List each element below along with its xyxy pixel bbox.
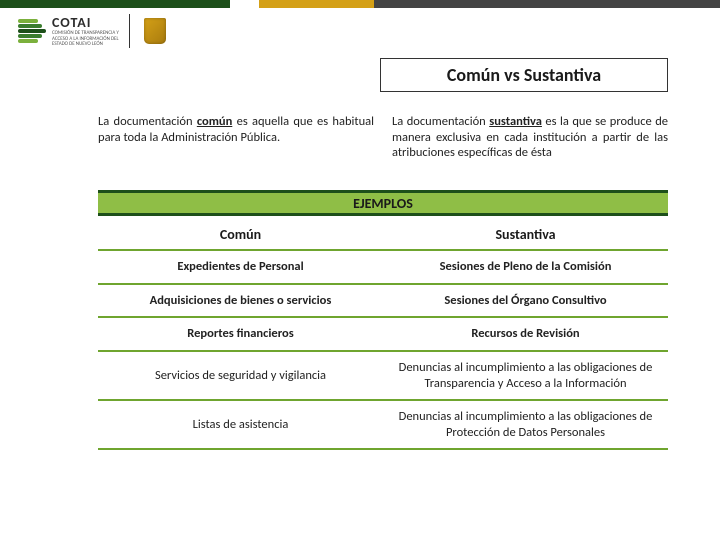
table-header-sustantiva: Sustantiva [383, 220, 668, 251]
def-comun-pre: La documentación [98, 114, 197, 129]
table-cell-left: Reportes financieros [98, 318, 383, 352]
table-cell-right: Denuncias al incumplimiento a las obliga… [383, 401, 668, 450]
examples-table: Común Sustantiva Expedientes de Personal… [98, 220, 668, 450]
band-green [0, 0, 230, 8]
table-cell-right: Sesiones del Órgano Consultivo [383, 285, 668, 319]
table-cell-left: Listas de asistencia [98, 401, 383, 450]
definition-comun: La documentación común es aquella que es… [98, 114, 374, 161]
top-color-band [0, 0, 720, 8]
header-logos: COTAI COMISIÓN DE TRANSPARENCIA Y ACCESO… [18, 14, 170, 48]
band-gray [374, 0, 720, 8]
cotai-mark-icon [18, 19, 46, 43]
state-shield-icon [140, 14, 170, 48]
cotai-sub3: ESTADO DE NUEVO LEÓN [52, 42, 119, 48]
definition-sustantiva: La documentación sustantiva es la que se… [392, 114, 668, 161]
def-sust-pre: La documentación [392, 114, 489, 129]
page-title: Común vs Sustantiva [380, 58, 668, 92]
table-cell-right: Sesiones de Pleno de la Comisión [383, 251, 668, 285]
def-sust-highlight: sustantiva [489, 114, 542, 129]
cotai-name: COTAI [52, 14, 119, 31]
table-cell-right: Denuncias al incumplimiento a las obliga… [383, 352, 668, 401]
ejemplos-header: EJEMPLOS [98, 190, 668, 216]
band-white [230, 0, 259, 8]
table-cell-left: Expedientes de Personal [98, 251, 383, 285]
logo-divider [129, 14, 130, 48]
table-header-comun: Común [98, 220, 383, 251]
definitions-row: La documentación común es aquella que es… [98, 114, 668, 161]
table-cell-right: Recursos de Revisión [383, 318, 668, 352]
def-comun-highlight: común [197, 114, 232, 129]
band-yellow [259, 0, 374, 8]
table-cell-left: Adquisiciones de bienes o servicios [98, 285, 383, 319]
cotai-text: COTAI COMISIÓN DE TRANSPARENCIA Y ACCESO… [52, 14, 119, 48]
cotai-logo: COTAI COMISIÓN DE TRANSPARENCIA Y ACCESO… [18, 14, 119, 48]
table-cell-left: Servicios de seguridad y vigilancia [98, 352, 383, 401]
